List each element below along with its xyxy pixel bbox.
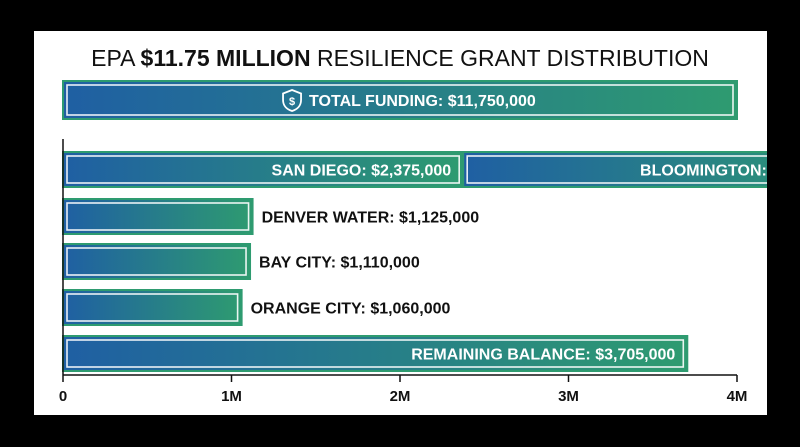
grant-chart: EPA $11.75 MILLION RESILIENCE GRANT DIST… — [59, 45, 767, 405]
bar-orange-city-inner-border — [66, 293, 239, 322]
chart-title: EPA $11.75 MILLION RESILIENCE GRANT DIST… — [91, 45, 709, 71]
shield-dollar-icon: $ — [282, 89, 302, 112]
x-tick-label: 3M — [558, 388, 579, 405]
title-prefix: EPA — [91, 45, 136, 71]
chart-panel: EPA $11.75 MILLION RESILIENCE GRANT DIST… — [34, 31, 767, 415]
total-funding-bar-inner-border — [66, 84, 734, 116]
title-suffix: RESILIENCE GRANT DISTRIBUTION — [317, 45, 709, 71]
x-tick-label: 2M — [390, 388, 411, 405]
bar-bay-city — [62, 243, 252, 280]
bar-row: REMAINING BALANCE: $3,705,000 — [62, 335, 689, 372]
bar-denver-water-inner-border — [66, 202, 250, 231]
bar-san-diego-label: SAN DIEGO: $2,375,000 — [272, 163, 452, 180]
bars: SAN DIEGO: $2,375,000 BLOOMINGTON: $2,375… — [62, 151, 767, 372]
shield-shape — [282, 89, 302, 112]
bar-bay-city-label: BAY CITY: $1,110,000 — [259, 255, 420, 272]
x-axis: 0 1M 2M 3M 4M — [59, 139, 748, 405]
bar-remaining-balance-inner-border — [66, 339, 685, 368]
bar-bloomington-inner-border — [466, 155, 767, 184]
bar-row: BAY CITY: $1,110,000 — [62, 243, 420, 280]
title-bold: $11.75 MILLION — [141, 45, 311, 71]
bar-row: DENVER WATER: $1,125,000 — [62, 198, 480, 235]
dollar-glyph: $ — [289, 96, 295, 108]
x-tick-label: 1M — [221, 388, 242, 405]
bar-row: SAN DIEGO: $2,375,000 BLOOMINGTON: $2,375… — [62, 151, 767, 188]
bar-bay-city-inner-border — [66, 247, 247, 276]
bar-remaining-balance-label: REMAINING BALANCE: $3,705,000 — [411, 347, 675, 364]
bar-row: ORANGE CITY: $1,060,000 — [62, 289, 451, 326]
bar-bloomington-label: BLOOMINGTON: $2,375,000 — [640, 163, 767, 180]
total-funding-label: TOTAL FUNDING: $11,750,000 — [309, 93, 536, 110]
x-tick-label: 0 — [59, 388, 67, 405]
total-funding-bar — [62, 80, 738, 120]
bar-denver-water-label: DENVER WATER: $1,125,000 — [262, 210, 480, 227]
bar-orange-city-label: ORANGE CITY: $1,060,000 — [251, 301, 451, 318]
bar-orange-city — [62, 289, 243, 326]
x-tick-label: 4M — [727, 388, 748, 405]
bar-denver-water — [62, 198, 254, 235]
bar-bloomington — [462, 151, 767, 188]
bar-san-diego-inner-border — [66, 155, 460, 184]
total-funding-banner: $ TOTAL FUNDING: $11,750,000 — [62, 80, 738, 120]
